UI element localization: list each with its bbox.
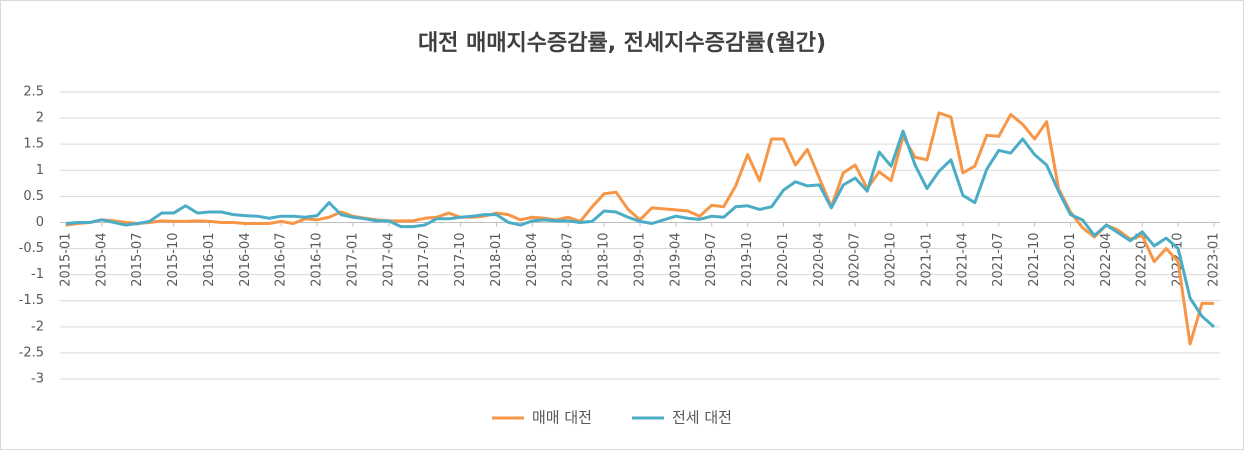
x-tick-label: 2018-07	[561, 232, 576, 286]
y-tick-label: 2	[36, 111, 44, 126]
x-tick-label: 2020-07	[848, 232, 863, 286]
x-tick-label: 2019-07	[704, 232, 719, 286]
x-tick-label: 2017-10	[453, 232, 468, 286]
x-tick-label: 2023-01	[1207, 232, 1222, 286]
y-tick-label: -3	[31, 372, 44, 387]
x-tick-label: 2021-10	[1027, 232, 1042, 286]
y-tick-label: -1	[31, 267, 44, 282]
x-tick-label: 2015-04	[94, 232, 109, 286]
x-tick-label: 2021-01	[920, 232, 935, 286]
legend-label: 전세 대전	[672, 409, 732, 427]
y-tick-label: -1.5	[19, 293, 44, 308]
x-tick-label: 2021-04	[955, 232, 970, 286]
x-tick-label: 2015-07	[130, 232, 145, 286]
x-tick-label: 2021-07	[991, 232, 1006, 286]
y-tick-label: 1	[36, 163, 44, 178]
x-tick-label: 2016-04	[238, 232, 253, 286]
y-tick-label: -2	[31, 319, 44, 334]
x-tick-label: 2019-04	[668, 232, 683, 286]
x-tick-label: 2015-01	[59, 232, 74, 286]
x-tick-label: 2018-04	[525, 232, 540, 286]
x-tick-label: 2016-07	[274, 232, 289, 286]
x-tick-label: 2019-10	[740, 232, 755, 286]
x-tick-label: 2017-04	[381, 232, 396, 286]
legend-label: 매매 대전	[532, 409, 592, 427]
x-tick-label: 2016-10	[310, 232, 325, 286]
y-tick-label: 0	[36, 215, 44, 230]
x-tick-label: 2018-01	[489, 232, 504, 286]
x-tick-label: 2016-01	[202, 232, 217, 286]
series-line	[65, 129, 1215, 328]
y-tick-label: 1.5	[23, 137, 44, 152]
x-tick-label: 2020-10	[884, 232, 899, 286]
y-tick-label: -2.5	[19, 345, 44, 360]
x-tick-label: 2022-04	[1099, 232, 1114, 286]
x-tick-label: 2017-01	[346, 232, 361, 286]
x-tick-label: 2020-04	[812, 232, 827, 286]
x-tick-label: 2022-01	[1063, 232, 1078, 286]
x-tick-label: 2017-07	[417, 232, 432, 286]
y-tick-label: 2.5	[23, 85, 44, 100]
x-tick-label: 2019-01	[633, 232, 648, 286]
y-tick-label: -0.5	[19, 241, 44, 256]
x-tick-label: 2022-07	[1135, 232, 1150, 286]
x-tick-label: 2020-01	[776, 232, 791, 286]
x-tick-label: 2015-10	[166, 232, 181, 286]
y-tick-label: 0.5	[23, 189, 44, 204]
x-tick-label: 2018-10	[597, 232, 612, 286]
chart-title: 대전 매매지수증감률, 전세지수증감률(월간)	[418, 31, 826, 56]
